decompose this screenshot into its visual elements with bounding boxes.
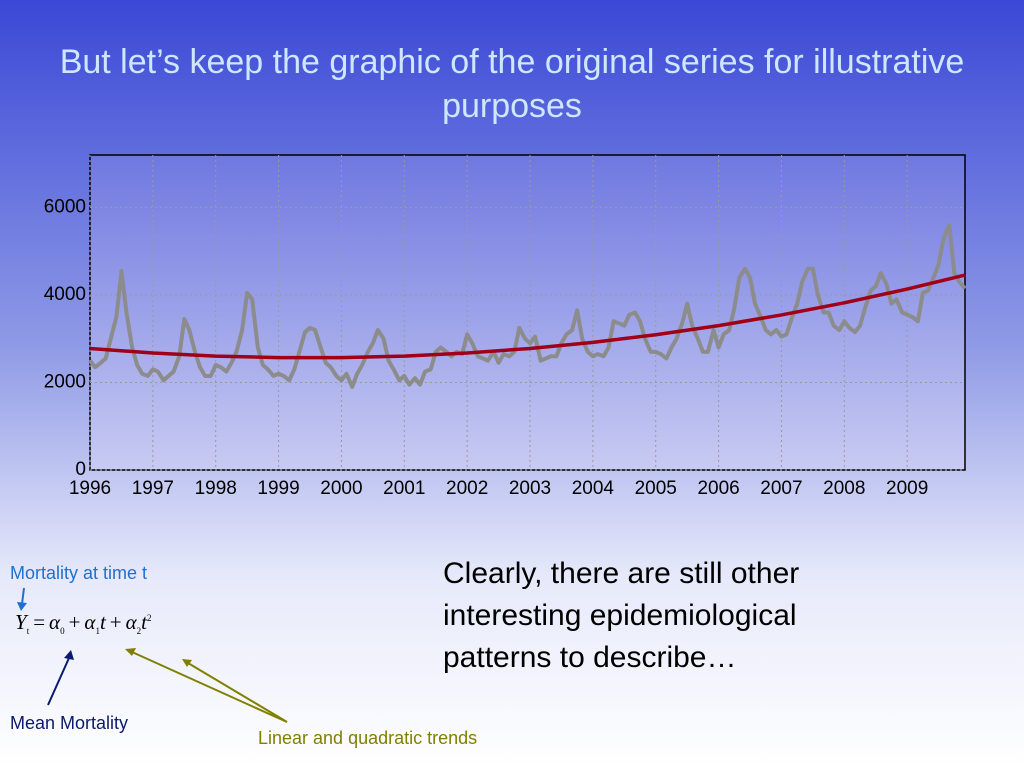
formula-token: t <box>26 626 30 637</box>
formula-token: 2 <box>147 613 152 623</box>
formula: Yt = α0 + α1t + α2t2 <box>15 610 152 636</box>
grid <box>89 155 965 471</box>
x-tick-label: 2001 <box>383 478 425 499</box>
formula-token: = <box>33 610 46 634</box>
y-tick-label: 6000 <box>44 197 86 218</box>
x-tick-label: 1998 <box>195 478 237 499</box>
x-tick-label: 1999 <box>257 478 299 499</box>
lines <box>88 223 967 389</box>
arrow <box>47 657 70 706</box>
arrow-head <box>64 650 74 660</box>
arrow <box>21 587 25 605</box>
annotation: Mortality at time t <box>10 563 148 583</box>
annotation: Linear and quadratic trends <box>258 728 478 748</box>
y-tick-label: 4000 <box>44 284 86 305</box>
arrow <box>131 651 288 723</box>
body-text: Clearly, there are still other interesti… <box>443 557 800 674</box>
formula-token: t <box>141 610 148 634</box>
x-tick-label: 2009 <box>886 478 928 499</box>
formula-token: 1 <box>95 626 100 637</box>
arrow <box>187 662 288 723</box>
formula-token: α <box>125 610 137 634</box>
y-tick-label: 2000 <box>44 372 86 393</box>
line-series <box>89 273 966 360</box>
arrow-head <box>125 648 136 656</box>
x-tick-label: 2005 <box>635 478 677 499</box>
annotation: Mean Mortality <box>10 713 129 733</box>
formula-token: t <box>99 610 106 634</box>
slide-title: But let’s keep the graphic of the origin… <box>59 43 965 125</box>
arrow-head <box>182 659 192 667</box>
x-tick-label: 2008 <box>823 478 865 499</box>
plot-area <box>89 154 966 471</box>
formula-token: 2 <box>136 626 142 637</box>
formula-token: Y <box>15 610 27 634</box>
x-tick-label: 2002 <box>446 478 488 499</box>
line-series <box>88 223 967 389</box>
formula-token: + <box>68 610 81 634</box>
x-tick-label: 1997 <box>132 478 174 499</box>
x-tick-label: 2003 <box>509 478 551 499</box>
x-tick-label: 2007 <box>760 478 802 499</box>
formula-token: α <box>49 610 61 634</box>
formula-token: + <box>109 610 122 634</box>
formula-token: 0 <box>60 626 65 637</box>
formula-token: α <box>84 610 96 634</box>
x-tick-label: 2006 <box>697 478 739 499</box>
y-tick-label: 0 <box>75 459 86 480</box>
x-tick-label: 2004 <box>572 478 615 499</box>
x-tick-label: 1996 <box>69 478 111 499</box>
x-tick-label: 2000 <box>320 478 362 499</box>
arrow-head <box>17 602 27 611</box>
